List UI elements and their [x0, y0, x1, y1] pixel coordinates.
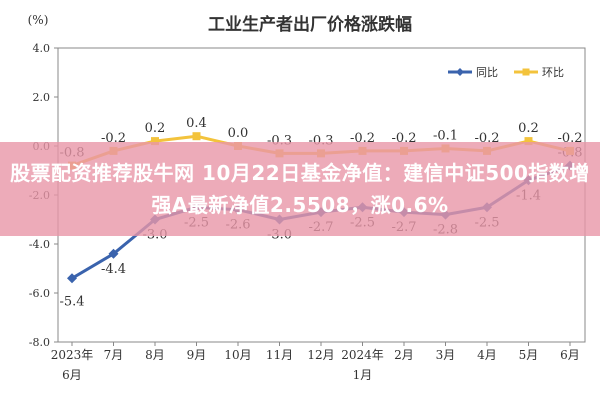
y-tick-label: 4.0 [33, 42, 51, 55]
x-axis-ticks: 2023年 6月 7月 8月 9月 10月 11月 12月 2024年 1月 2月 3月 4月 5月 6月 [51, 342, 580, 382]
x-tick-label: 2024年 [341, 348, 384, 362]
legend: 同比 环比 [448, 66, 564, 79]
y-tick-label: -6.0 [29, 287, 50, 300]
x-tick-label: 2月 [394, 348, 414, 362]
data-label: -0.1 [433, 128, 458, 143]
x-tick-label: 9月 [187, 348, 207, 362]
data-point [108, 248, 119, 259]
x-tick-label: 8月 [145, 348, 165, 362]
x-tick-label: 6月 [62, 368, 82, 382]
y-tick-label: -4.0 [29, 238, 50, 251]
x-tick-label: 6月 [560, 348, 580, 362]
x-tick-label: 2023年 [51, 348, 94, 362]
legend-marker [456, 68, 464, 76]
data-point [524, 137, 533, 146]
banner-text: 股票配资推荐股牛网 10月22日基金净值：建信中证500指数增强A最新净值2.5… [10, 161, 590, 217]
data-point [67, 273, 77, 284]
x-tick-label: 3月 [436, 348, 456, 362]
data-label: -5.4 [59, 294, 84, 309]
x-tick-label: 1月 [353, 368, 373, 382]
x-tick-label: 5月 [519, 348, 539, 362]
data-label: 0.2 [518, 121, 539, 136]
data-point [151, 137, 159, 146]
x-tick-label: 11月 [266, 348, 293, 362]
data-point [192, 132, 201, 141]
y-tick-label: -8.0 [29, 336, 50, 349]
y-unit-label: (%) [28, 13, 49, 27]
data-label: 0.4 [186, 116, 207, 131]
legend-label: 同比 [476, 66, 498, 79]
x-tick-label: 4月 [477, 348, 497, 362]
y-tick-label: 2.0 [33, 91, 51, 104]
data-label: -4.4 [101, 262, 126, 277]
x-tick-label: 10月 [224, 348, 251, 362]
legend-label: 环比 [542, 66, 564, 79]
legend-marker [522, 68, 530, 76]
chart-title: 工业生产者出厂价格涨跌幅 [208, 14, 412, 35]
x-tick-label: 7月 [104, 348, 124, 362]
x-tick-label: 12月 [307, 348, 334, 362]
overlay-banner: 股票配资推荐股牛网 10月22日基金净值：建信中证500指数增强A最新净值2.5… [0, 142, 600, 236]
data-label: 0.2 [145, 121, 166, 136]
data-label: 0.0 [228, 126, 249, 141]
